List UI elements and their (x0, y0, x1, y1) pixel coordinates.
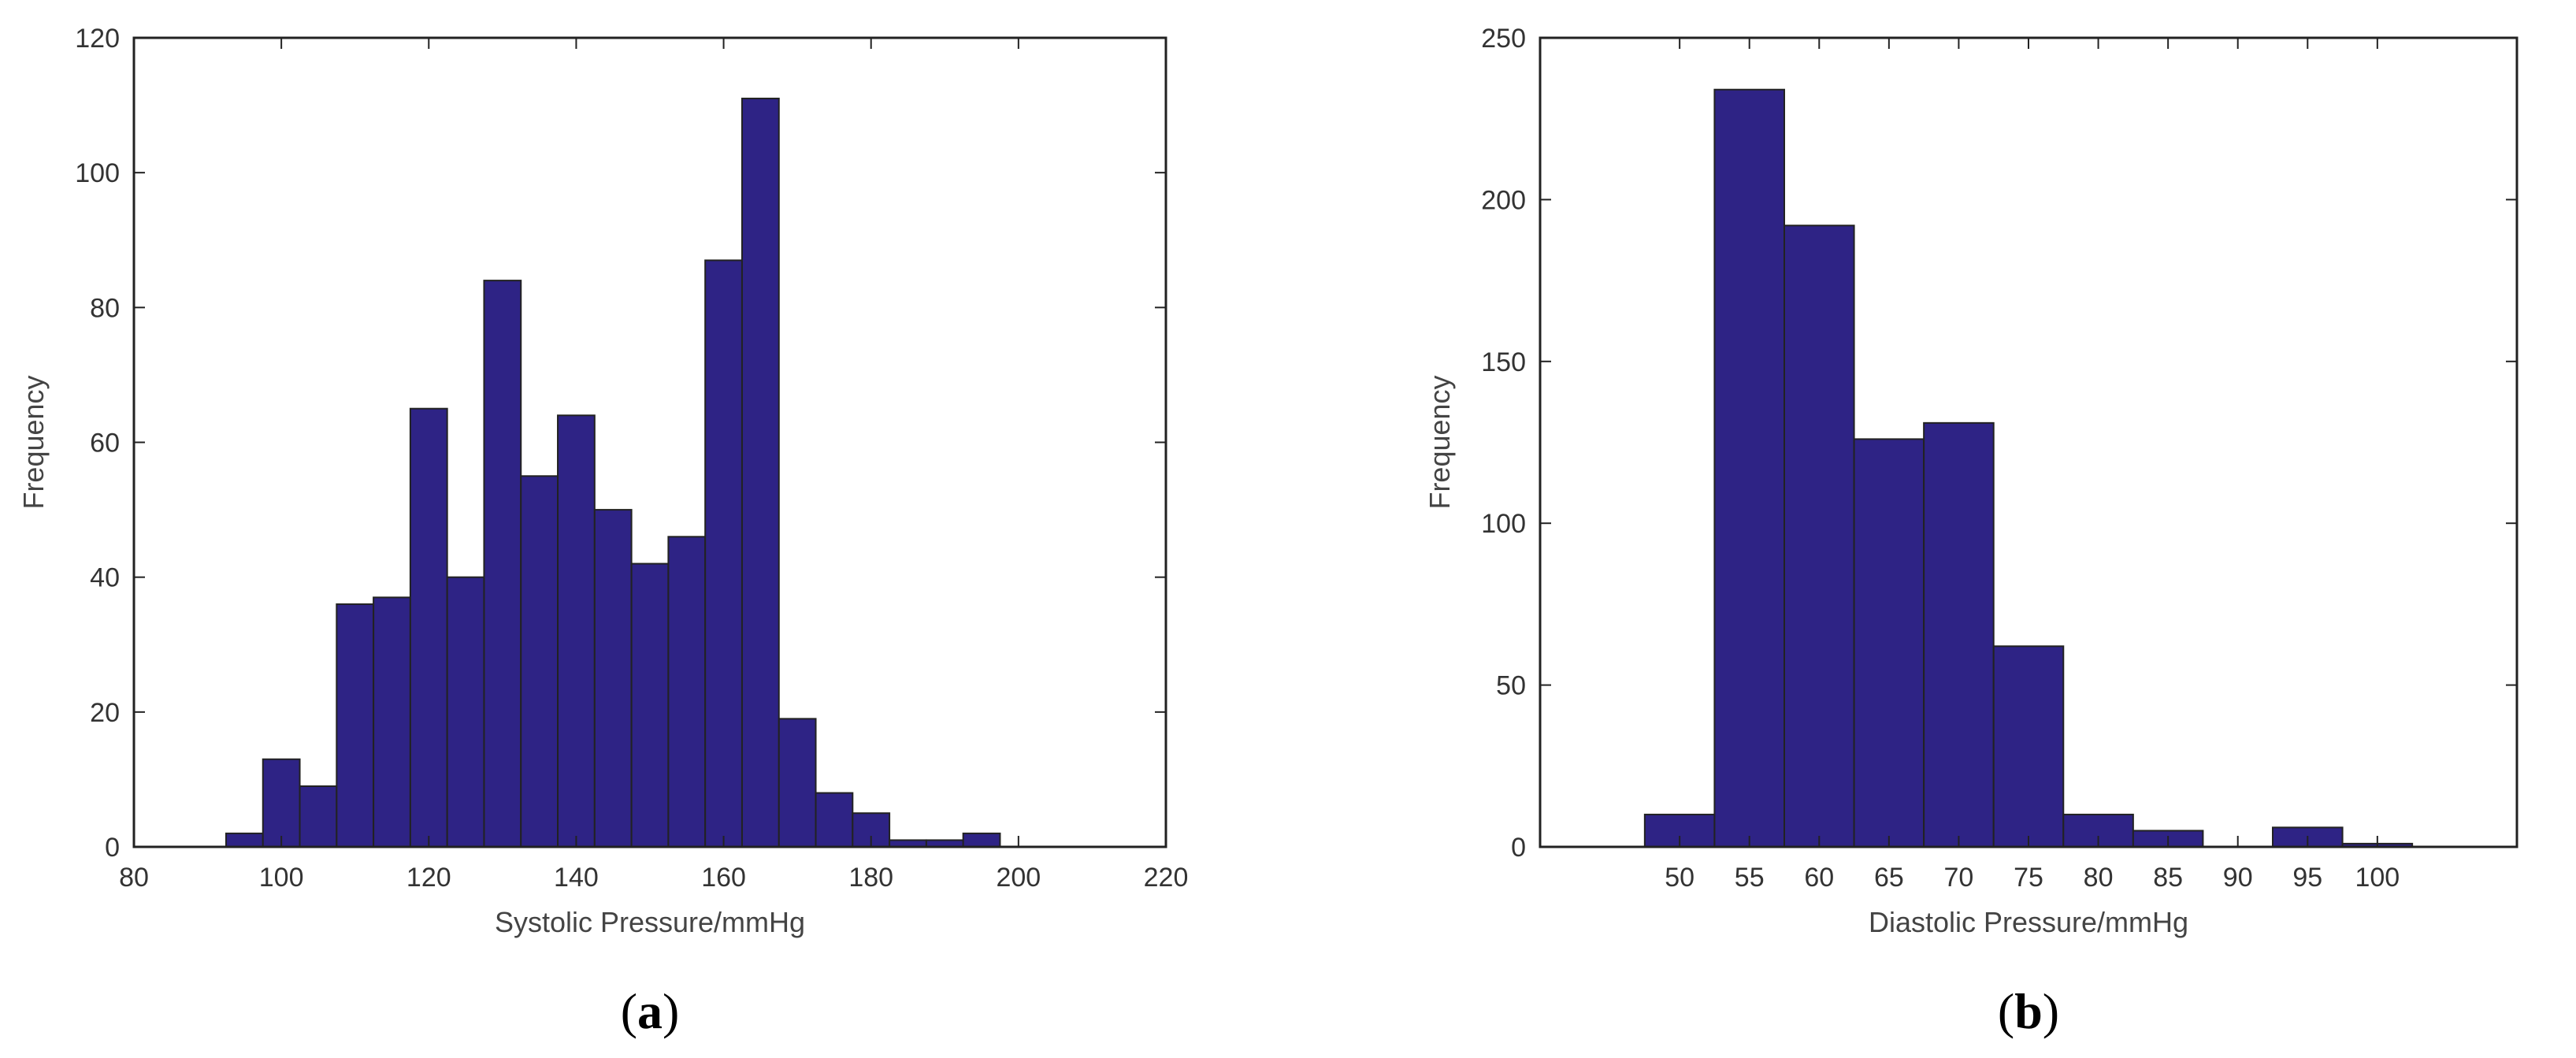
panel-label-a: (a) (621, 983, 680, 1039)
y-tick-label: 150 (1481, 347, 1526, 377)
y-tick-label: 80 (90, 293, 120, 323)
x-tick-label: 220 (1144, 863, 1189, 893)
histogram-bar (336, 603, 375, 848)
x-tick-label: 100 (2355, 863, 2400, 893)
x-tick-label: 95 (2292, 863, 2322, 893)
histogram-bar (1784, 225, 1855, 848)
x-tick-label: 140 (554, 863, 599, 893)
x-tick-label: 55 (1735, 863, 1765, 893)
x-tick-label: 90 (2223, 863, 2253, 893)
histogram-bar (557, 414, 596, 848)
y-tick-label: 100 (1481, 509, 1526, 539)
histogram-bar (815, 792, 854, 848)
histogram-bar (1992, 645, 2065, 848)
panel-letter-b: b (2014, 983, 2043, 1039)
y-tick-label: 200 (1481, 185, 1526, 215)
y-axis-label-diastolic: Frequency (1423, 375, 1456, 509)
x-tick-label: 65 (1874, 863, 1904, 893)
x-tick-label: 180 (848, 863, 893, 893)
histogram-bar (1853, 438, 1925, 848)
x-tick-label: 80 (2084, 863, 2114, 893)
x-tick-label: 60 (1804, 863, 1834, 893)
x-axis-label-systolic: Systolic Pressure/mmHg (495, 906, 805, 938)
histogram-bar (520, 475, 559, 848)
x-tick-label: 70 (1944, 863, 1974, 893)
x-tick-label: 50 (1665, 863, 1694, 893)
x-tick-label: 200 (996, 863, 1041, 893)
y-axis-label-systolic: Frequency (17, 375, 50, 509)
y-tick-label: 0 (1511, 833, 1526, 863)
histogram-bar (630, 562, 670, 848)
histogram-bar (373, 596, 411, 848)
histogram-diastolic: 50 55 60 65 70 75 80 85 90 95 100 0 50 100 150 200 250 D… (1423, 24, 2518, 1039)
x-tick-label: 80 (119, 863, 149, 893)
histogram-bar (409, 407, 448, 848)
histogram-bar (962, 832, 1001, 848)
histogram-bar (593, 509, 633, 848)
histogram-bar (1923, 421, 1995, 848)
histogram-systolic: 80 100 120 140 160 180 200 220 0 20 40 60 80 100 120 S… (17, 24, 1188, 1039)
x-tick-label: 100 (259, 863, 304, 893)
histogram-bar (225, 832, 264, 848)
axis-ticks-diastolic: 50 55 60 65 70 75 80 85 90 95 100 0 50 100 150 200 250 (1481, 24, 2517, 893)
y-tick-label: 250 (1481, 24, 1526, 54)
y-tick-label: 60 (90, 429, 120, 458)
histogram-bar (262, 758, 301, 848)
axis-ticks-systolic: 80 100 120 140 160 180 200 220 0 20 40 60 80 100 120 (75, 24, 1188, 893)
panel-letter-a: a (637, 983, 663, 1039)
y-tick-label: 100 (75, 158, 120, 188)
histogram-bar (299, 785, 338, 848)
y-tick-label: 50 (1496, 671, 1526, 701)
x-tick-label: 120 (406, 863, 451, 893)
histogram-bar (1713, 88, 1785, 848)
y-tick-label: 20 (90, 698, 120, 728)
y-tick-label: 120 (75, 24, 120, 54)
bars-systolic (225, 98, 1001, 848)
y-tick-label: 0 (105, 833, 120, 863)
panel-label-b: (b) (1998, 983, 2059, 1039)
x-tick-label: 85 (2153, 863, 2183, 893)
y-tick-label: 40 (90, 563, 120, 593)
histogram-bar (446, 576, 485, 848)
histogram-bar (483, 280, 522, 848)
histogram-bar (778, 718, 817, 848)
bars-diastolic (1643, 88, 2414, 848)
histogram-bar (667, 536, 707, 848)
x-axis-label-diastolic: Diastolic Pressure/mmHg (1869, 906, 2188, 938)
histogram-bar (704, 259, 743, 848)
histogram-bar (741, 98, 780, 848)
x-tick-label: 160 (701, 863, 746, 893)
x-tick-label: 75 (2014, 863, 2043, 893)
